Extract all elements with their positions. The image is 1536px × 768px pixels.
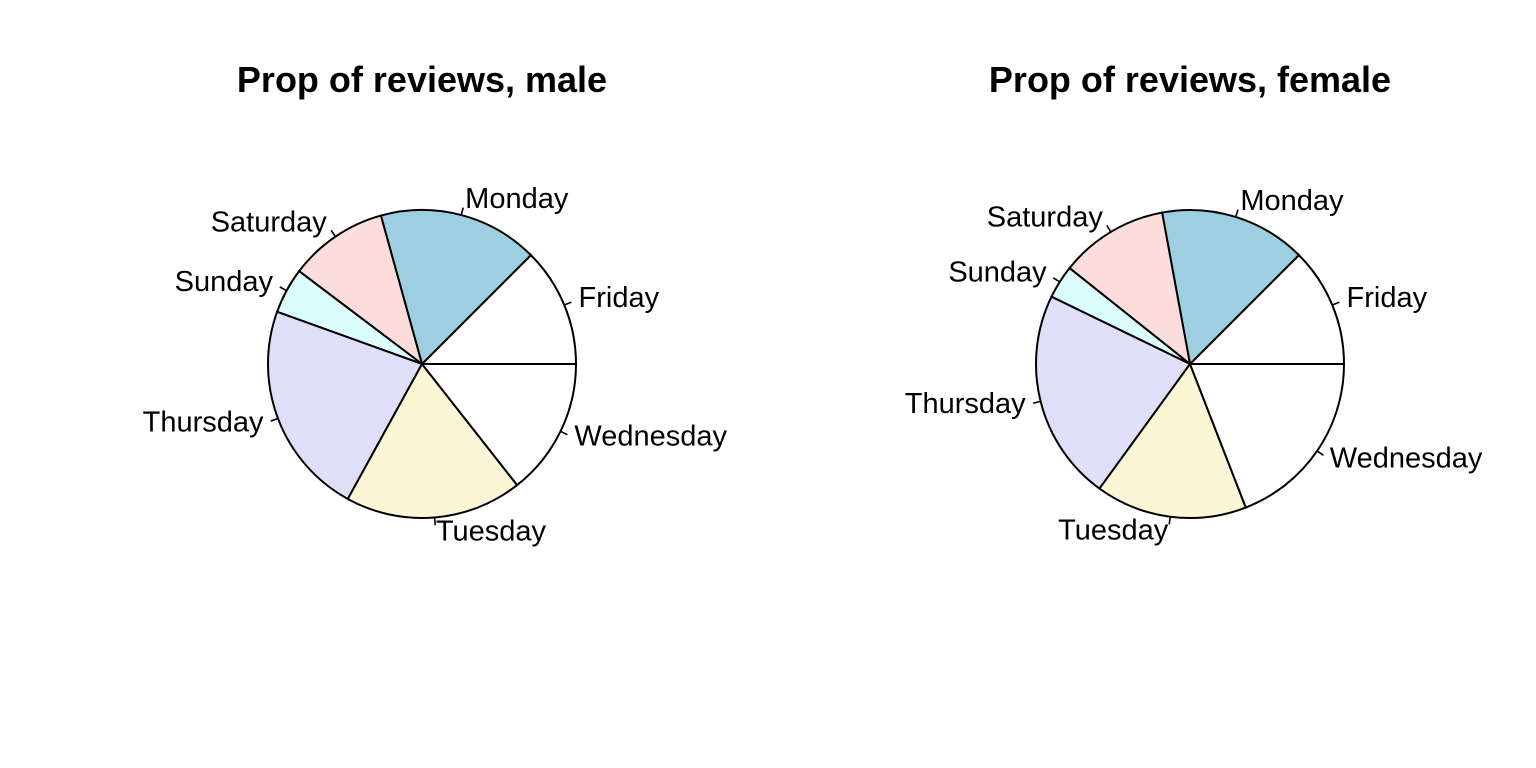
pie-label-sunday: Sunday (175, 266, 274, 298)
pie-label-friday: Friday (1347, 282, 1428, 314)
pie-label-saturday: Saturday (987, 201, 1104, 233)
pie-slice-wednesday (419, 363, 578, 487)
label-leader-thursday (1032, 400, 1041, 405)
pie-label-monday: Monday (1240, 185, 1344, 217)
label-leader-tuesday (433, 517, 436, 526)
pie-slice-monday (379, 209, 533, 366)
pie-label-thursday: Thursday (905, 388, 1026, 420)
pie-slices-male (267, 209, 578, 519)
label-leader-wednesday (560, 430, 568, 436)
pie-label-thursday: Thursday (143, 407, 264, 439)
label-leader-friday (563, 301, 572, 306)
pie-labels-female: Friday Monday Saturday Sunday Thursday Tuesda… (905, 185, 1483, 547)
pie-label-monday: Monday (465, 183, 569, 215)
pie-slices-female (1035, 209, 1346, 519)
pie-slice-saturday (297, 214, 424, 367)
pie-label-wednesday: Wednesday (1330, 442, 1483, 474)
label-leader-sunday (1052, 277, 1061, 283)
pie-slice-friday (419, 253, 578, 365)
label-leader-saturday (330, 229, 337, 238)
pie-label-friday: Friday (579, 282, 660, 314)
label-leader-monday (1234, 209, 1239, 218)
label-leader-tuesday (1168, 516, 1172, 525)
pie-label-tuesday: Tuesday (1058, 515, 1169, 547)
pie-slice-tuesday (346, 362, 519, 519)
label-leader-thursday (270, 417, 279, 422)
pie-chart-male: Prop of reviews, male Friday Monday Saturd… (143, 59, 728, 547)
label-leader-sunday (279, 286, 287, 292)
pie-slice-thursday (1035, 295, 1192, 490)
pie-label-saturday: Saturday (211, 207, 328, 239)
pie-slice-tuesday (1098, 361, 1248, 519)
label-leader-wednesday (1316, 450, 1324, 456)
pie-slice-saturday (1068, 211, 1192, 367)
pie-label-sunday: Sunday (948, 256, 1047, 288)
pie-chart-female: Prop of reviews, female Friday Monday Satu… (905, 59, 1483, 547)
chart-title-male: Prop of reviews, male (237, 59, 607, 100)
label-leader-monday (460, 207, 464, 216)
pie-slice-friday (1187, 253, 1346, 365)
pie-slice-wednesday (1188, 363, 1346, 509)
pie-label-wednesday: Wednesday (574, 421, 727, 453)
pie-slice-monday (1160, 209, 1301, 367)
pie-slice-thursday (267, 310, 424, 501)
label-leader-friday (1331, 301, 1340, 306)
pie-label-tuesday: Tuesday (436, 515, 547, 547)
label-leader-saturday (1106, 224, 1112, 233)
chart-title-female: Prop of reviews, female (989, 59, 1391, 100)
pie-labels-male: Friday Monday Saturday Sunday Thursday Tuesda… (143, 183, 728, 548)
